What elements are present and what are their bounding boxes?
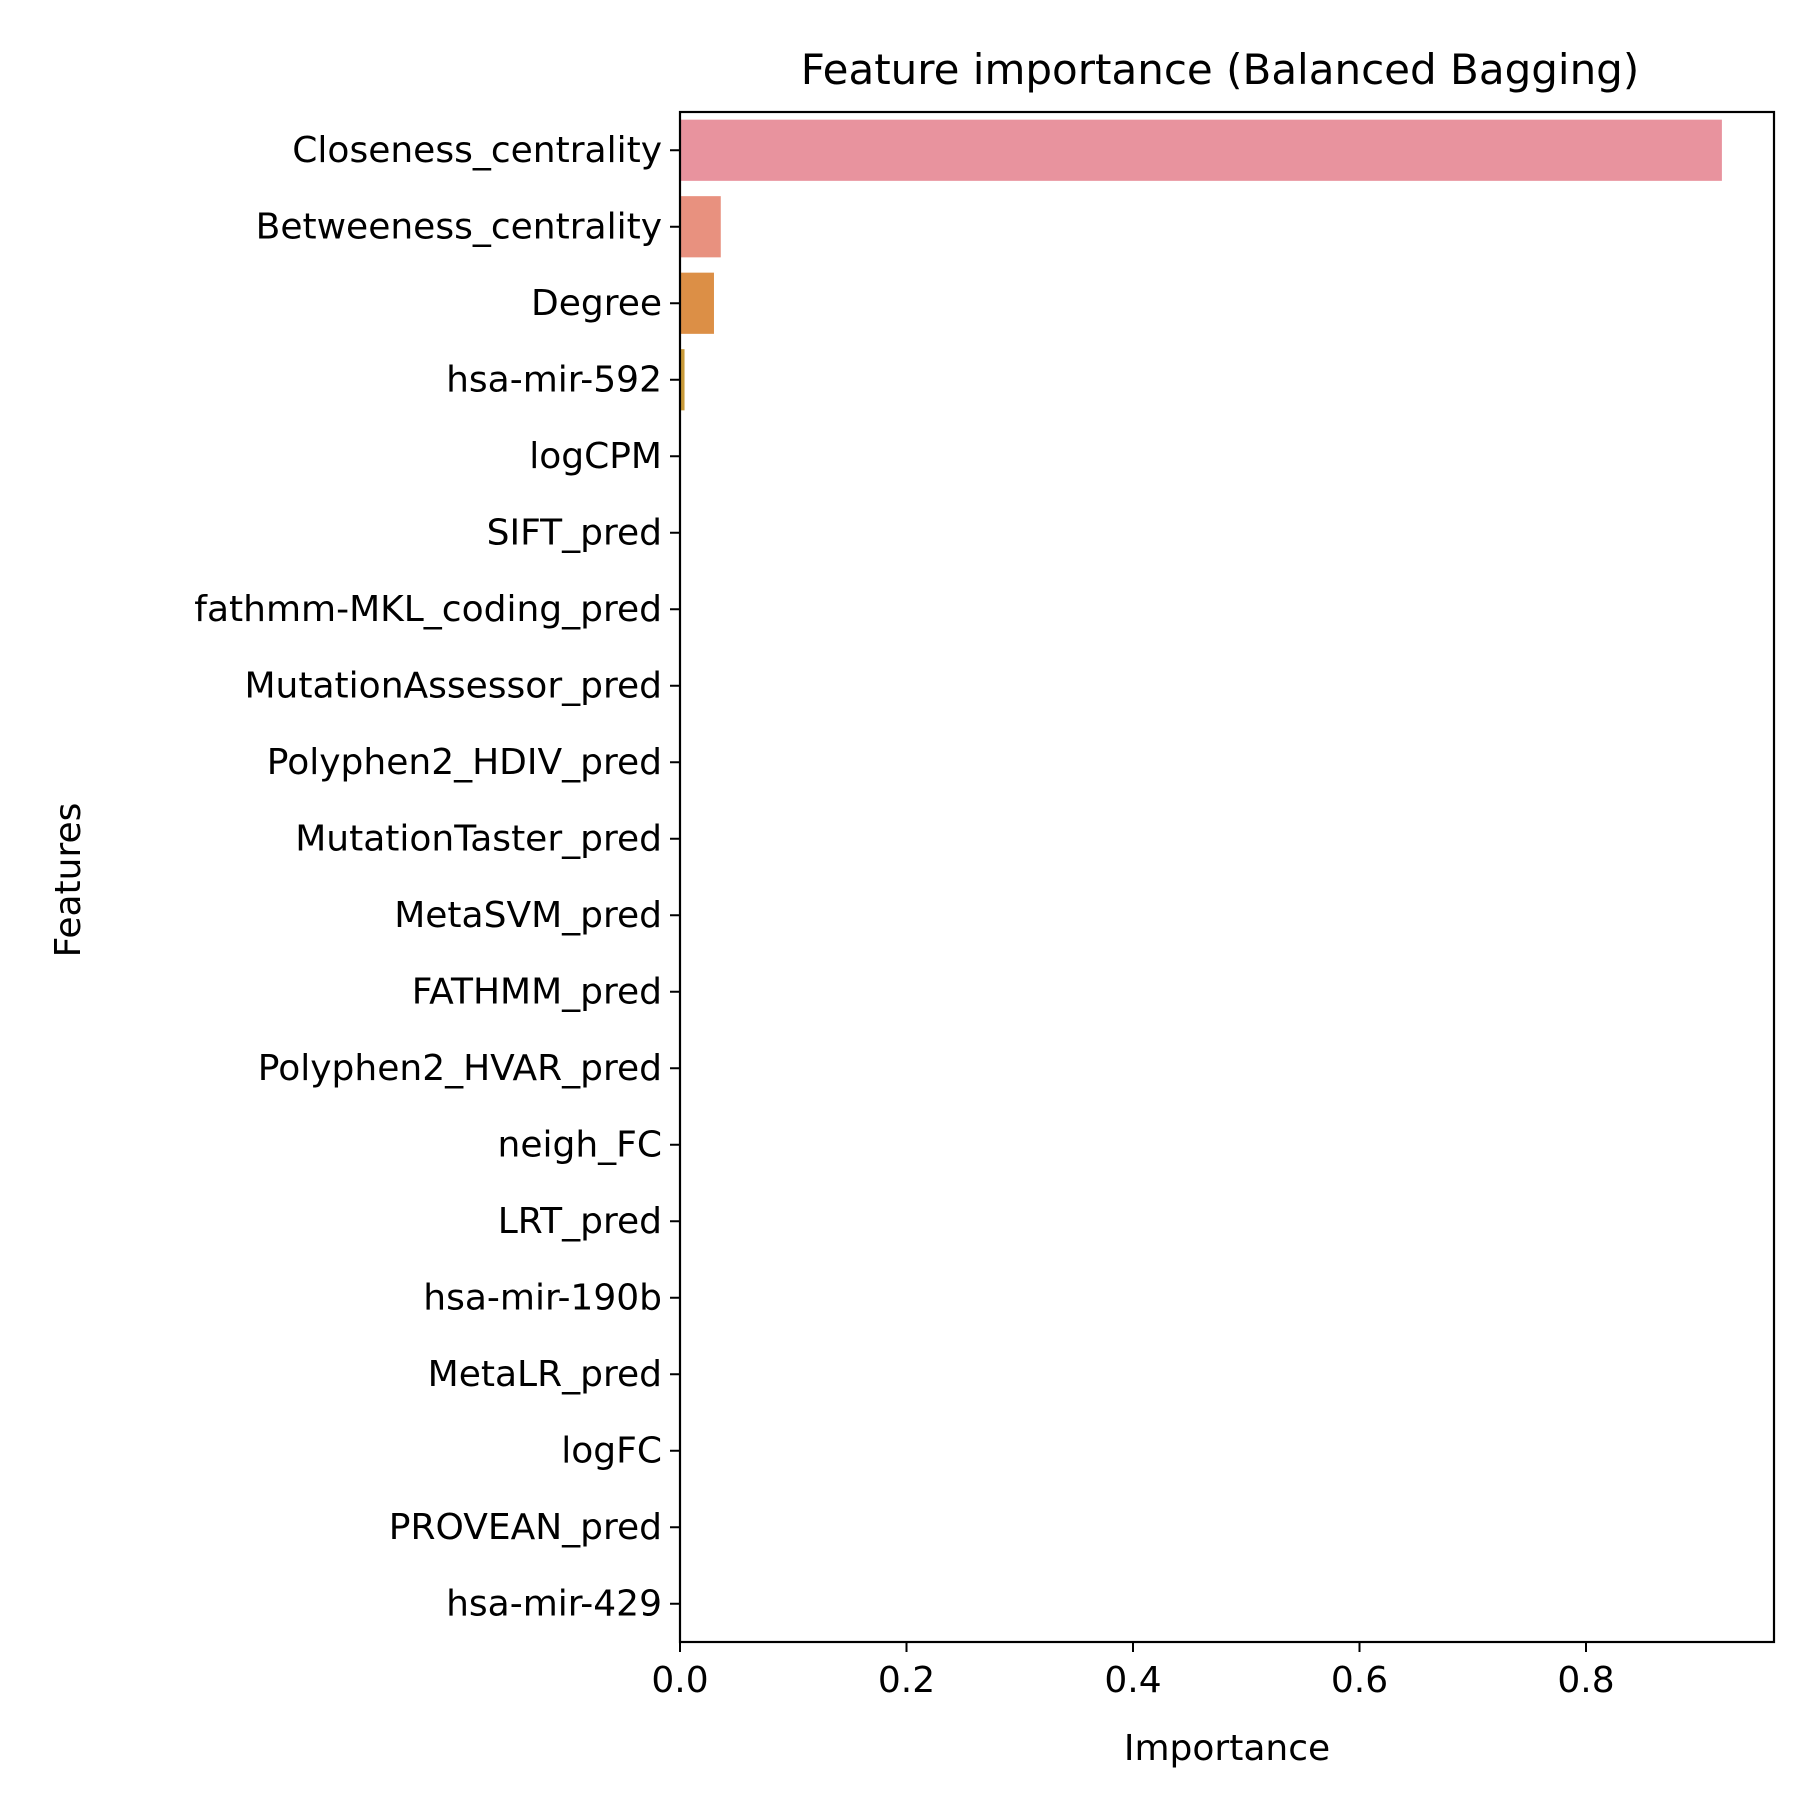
y-tick-label: PROVEAN_pred — [389, 1507, 662, 1548]
y-axis-label: Features — [48, 803, 89, 958]
y-tick-label: Polyphen2_HDIV_pred — [267, 742, 662, 783]
y-tick-label: Closeness_centrality — [292, 130, 662, 171]
x-tick-label: 0.2 — [878, 1660, 935, 1701]
y-tick-label: Polyphen2_HVAR_pred — [258, 1048, 662, 1089]
y-tick-label: logCPM — [529, 436, 662, 477]
bar-degree — [680, 272, 714, 334]
x-tick-label: 0.8 — [1557, 1660, 1614, 1701]
y-tick-label: MetaSVM_pred — [394, 895, 662, 936]
x-tick-label: 0.0 — [651, 1660, 708, 1701]
x-tick-label: 0.6 — [1331, 1660, 1388, 1701]
y-tick-label: hsa-mir-429 — [446, 1583, 662, 1624]
bar-betweeness-centrality — [680, 196, 721, 258]
bar-closeness-centrality — [680, 119, 1722, 181]
plot-frame — [678, 110, 1776, 1644]
y-tick-label: hsa-mir-190b — [423, 1277, 662, 1318]
y-tick-label: Betweeness_centrality — [256, 206, 662, 247]
y-tick-label: Degree — [531, 283, 662, 324]
y-tick-label: SIFT_pred — [487, 512, 662, 553]
y-tick-label: MutationTaster_pred — [295, 818, 662, 859]
bars-group — [680, 119, 1722, 411]
y-tick-label: logFC — [561, 1430, 662, 1471]
y-tick-label: MetaLR_pred — [428, 1354, 662, 1395]
y-tick-label: hsa-mir-592 — [446, 359, 662, 400]
chart-title: Feature importance (Balanced Bagging) — [801, 45, 1639, 94]
y-tick-label: neigh_FC — [498, 1124, 662, 1165]
x-ticks-group: 0.0 0.2 0.4 0.6 0.8 — [651, 1642, 1615, 1701]
y-tick-label: FATHMM_pred — [412, 971, 662, 1012]
y-tick-label: fathmm-MKL_coding_pred — [194, 589, 662, 630]
y-tick-label: LRT_pred — [498, 1201, 662, 1242]
y-tick-label: MutationAssessor_pred — [245, 665, 663, 706]
x-axis-label: Importance — [1124, 1728, 1330, 1769]
x-tick-label: 0.4 — [1104, 1660, 1161, 1701]
bar-hsa-mir-592 — [680, 349, 685, 411]
y-ticks-group: Closeness_centrality Betweeness_centralit… — [194, 130, 680, 1624]
